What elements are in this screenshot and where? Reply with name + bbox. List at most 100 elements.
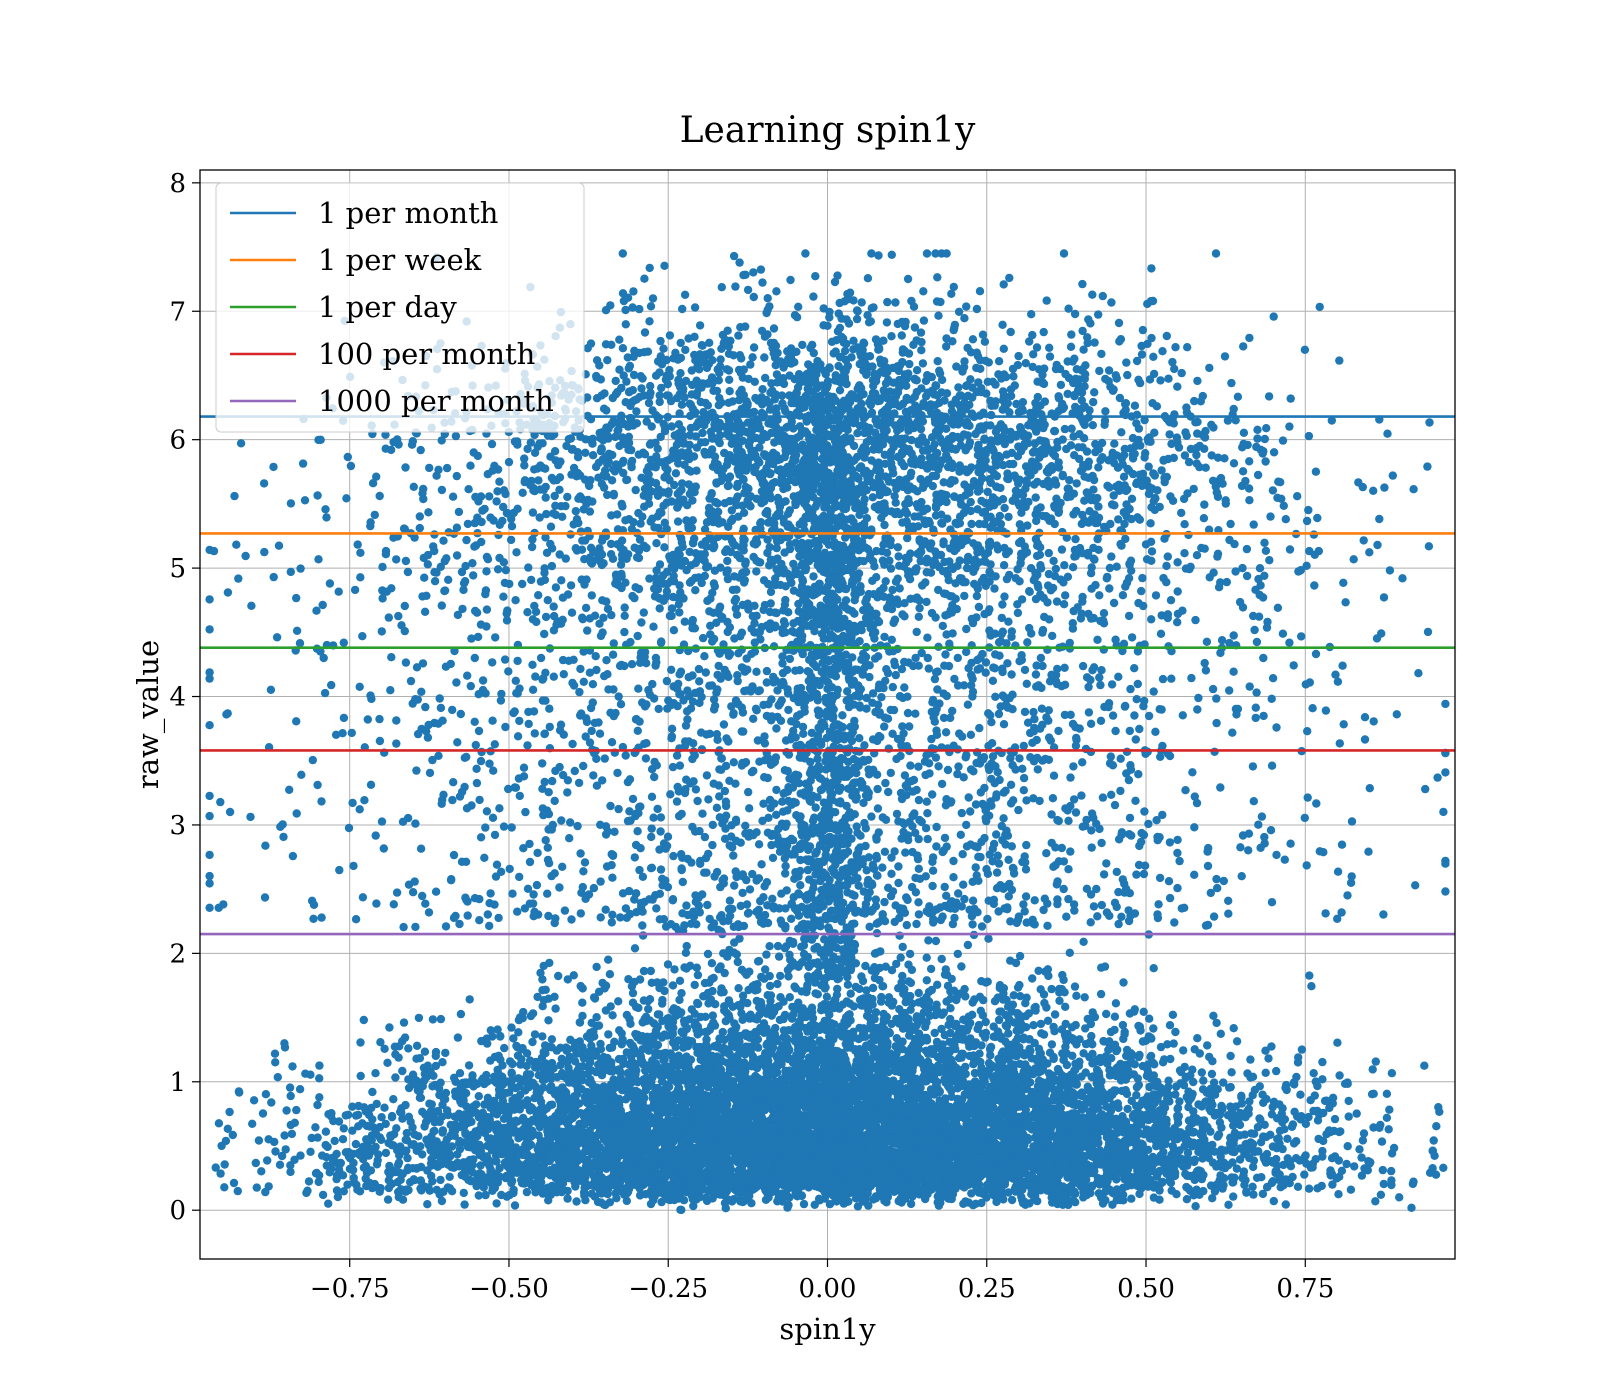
- scatter-point: [251, 1158, 260, 1168]
- scatter-point: [1293, 1058, 1303, 1067]
- scatter-point: [1382, 1089, 1392, 1099]
- scatter-point: [963, 940, 973, 950]
- scatter-point: [1061, 1002, 1070, 1011]
- scatter-point: [1343, 1142, 1352, 1151]
- scatter-point: [384, 1183, 394, 1193]
- scatter-point: [547, 1035, 557, 1044]
- scatter-point: [1171, 1027, 1180, 1037]
- scatter-point: [855, 984, 864, 994]
- scatter-point: [1172, 1082, 1181, 1091]
- scatter-point: [1087, 1182, 1097, 1191]
- scatter-point: [1385, 1105, 1394, 1114]
- scatter-point: [362, 1168, 372, 1178]
- scatter-point: [1013, 983, 1023, 992]
- scatter-point: [1297, 1045, 1307, 1054]
- scatter-point: [315, 1093, 324, 1102]
- scatter-point: [330, 1136, 339, 1146]
- scatter-point: [211, 1163, 220, 1172]
- scatter-point: [436, 1014, 446, 1024]
- scatter-point: [937, 954, 946, 964]
- scatter-point: [905, 949, 915, 959]
- scatter-point: [970, 995, 979, 1004]
- scatter-point: [1275, 1126, 1285, 1136]
- scatter-point: [924, 936, 933, 945]
- scatter-point: [1065, 948, 1075, 957]
- scatter-point: [270, 1049, 280, 1058]
- scatter-point: [578, 1011, 587, 1021]
- scatter-point: [324, 1199, 333, 1208]
- scatter-point: [927, 985, 936, 995]
- scatter-point: [295, 1085, 305, 1094]
- scatter-point: [455, 1069, 465, 1078]
- scatter-point: [677, 989, 686, 998]
- scatter-point: [288, 1062, 297, 1071]
- scatter-point: [538, 1032, 547, 1041]
- scatter-point: [1079, 1049, 1088, 1058]
- scatter-point: [1432, 1122, 1441, 1131]
- scatter-point: [362, 1121, 372, 1131]
- scatter-point: [544, 1016, 553, 1025]
- scatter-point: [898, 942, 907, 952]
- scatter-point: [774, 952, 784, 961]
- scatter-point: [1203, 1041, 1212, 1050]
- scatter-point: [1235, 1155, 1245, 1164]
- scatter-point: [343, 1180, 352, 1189]
- scatter-point: [428, 1015, 438, 1024]
- scatter-point: [398, 1195, 408, 1204]
- scatter-point: [427, 1100, 436, 1109]
- scatter-point: [311, 1123, 320, 1132]
- scatter-point: [399, 1018, 409, 1027]
- scatter-point: [321, 1140, 330, 1150]
- scatter-point: [368, 1087, 377, 1097]
- scatter-point: [1039, 1030, 1049, 1039]
- scatter-point: [1049, 1022, 1058, 1032]
- scatter-point: [870, 973, 880, 983]
- scatter-point: [676, 1205, 685, 1215]
- scatter-point: [1252, 1173, 1262, 1183]
- scatter-point: [1281, 1200, 1291, 1209]
- scatter-point: [414, 1132, 423, 1141]
- scatter-point: [846, 989, 855, 998]
- scatter-point: [415, 1054, 425, 1063]
- scatter-point: [638, 1045, 647, 1054]
- scatter-point: [1395, 1193, 1404, 1202]
- scatter-point: [554, 971, 563, 981]
- scatter-point: [530, 1030, 540, 1039]
- scatter-point: [252, 1183, 261, 1192]
- scatter-point: [876, 997, 886, 1006]
- scatter-point: [961, 1062, 970, 1072]
- scatter-point: [273, 1073, 282, 1082]
- scatter-point: [391, 1073, 400, 1082]
- scatter-point: [1209, 1011, 1218, 1020]
- scatter-point: [321, 1127, 331, 1136]
- scatter-point: [668, 981, 678, 990]
- scatter-point: [926, 964, 936, 974]
- scatter-point: [1070, 982, 1080, 991]
- scatter-point: [1313, 1081, 1322, 1091]
- scatter-point: [930, 1028, 939, 1038]
- scatter-point: [385, 1023, 394, 1032]
- scatter-point: [453, 1150, 462, 1159]
- scatter-point: [271, 1058, 280, 1067]
- scatter-point: [1114, 919, 1123, 929]
- scatter-point: [733, 957, 742, 967]
- scatter-point: [368, 1115, 377, 1124]
- scatter-point: [1100, 962, 1110, 971]
- scatter-point: [682, 941, 691, 951]
- scatter-point: [922, 976, 931, 985]
- scatter-point: [1127, 1194, 1136, 1203]
- scatter-point: [420, 1047, 430, 1056]
- scatter-point: [1181, 1169, 1190, 1179]
- scatter-point: [292, 1105, 301, 1115]
- scatter-point: [1376, 1190, 1386, 1200]
- scatter-point: [1193, 1034, 1202, 1043]
- scatter-point: [415, 1093, 425, 1103]
- scatter-point: [1439, 1163, 1448, 1173]
- scatter-point: [1292, 1137, 1301, 1146]
- scatter-point: [1197, 1068, 1207, 1077]
- scatter-point: [414, 1013, 424, 1023]
- scatter-point: [725, 945, 734, 955]
- scatter-point: [1264, 1054, 1273, 1063]
